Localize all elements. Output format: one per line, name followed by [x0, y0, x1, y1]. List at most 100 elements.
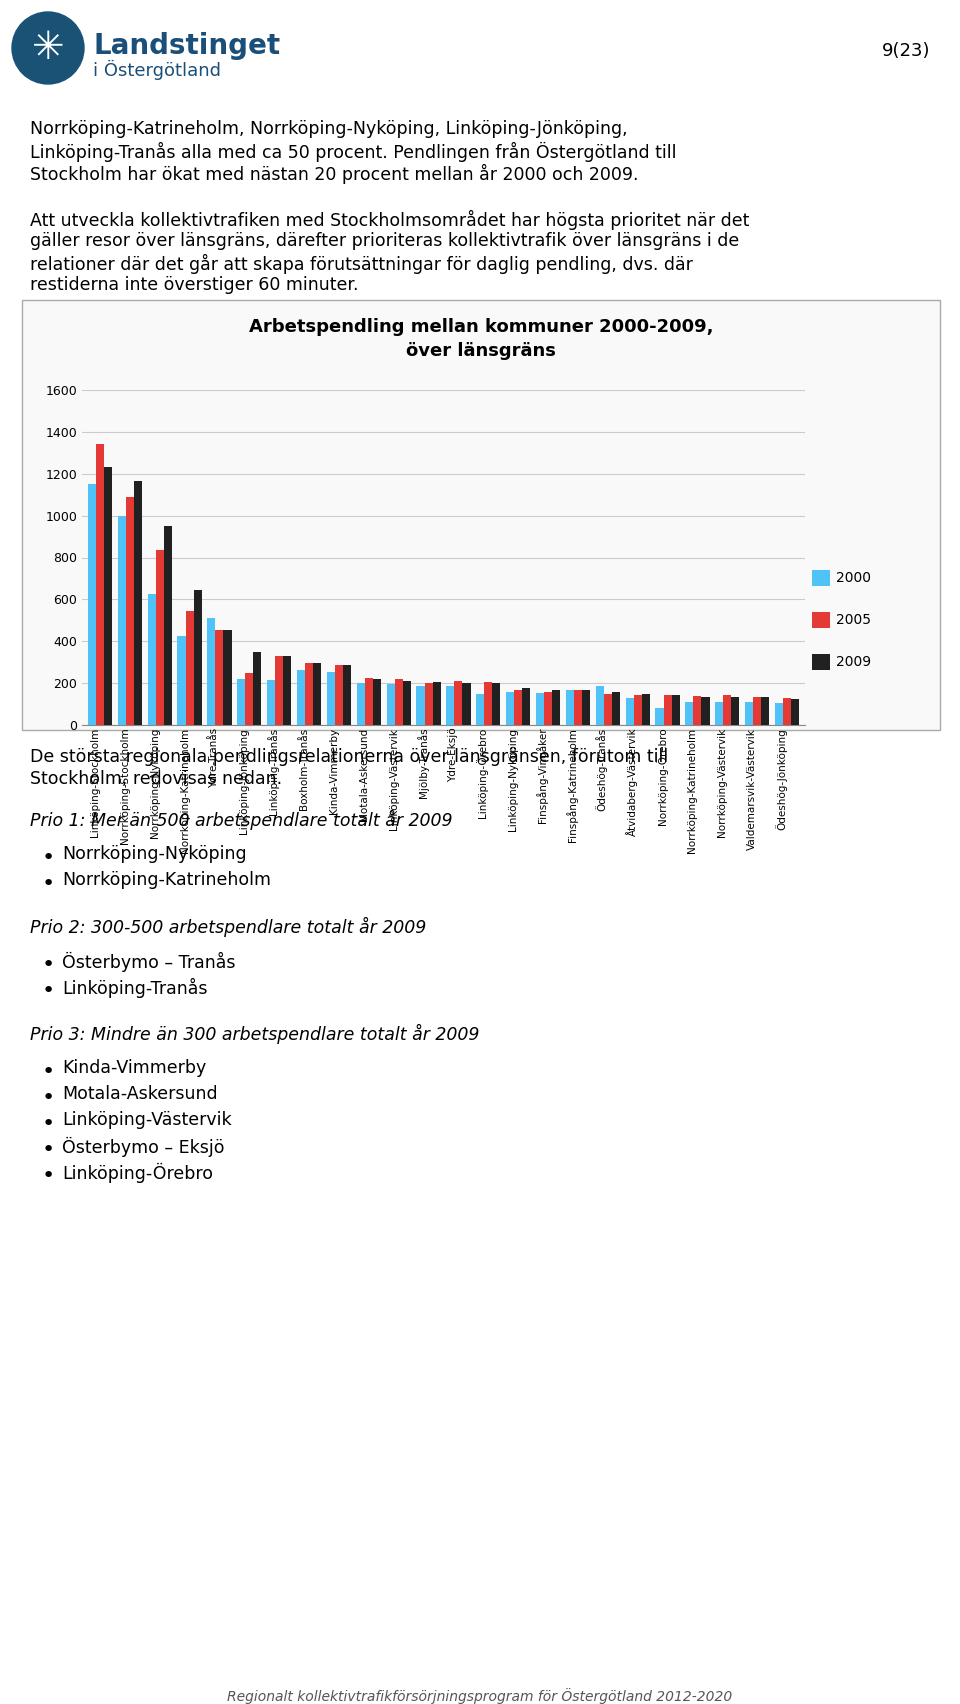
Bar: [335, 665, 343, 724]
Text: Prio 1: Mer än 500 arbetspendlare totalt år 2009: Prio 1: Mer än 500 arbetspendlare totalt…: [30, 809, 452, 830]
Bar: [812, 612, 830, 629]
Bar: [194, 590, 202, 724]
Text: Österbymo – Eksjö: Österbymo – Eksjö: [62, 1137, 225, 1157]
Bar: [156, 550, 164, 724]
Bar: [297, 670, 305, 724]
Text: Norrköping-Nyköping: Norrköping-Nyköping: [62, 845, 247, 862]
Bar: [417, 687, 424, 724]
Bar: [224, 630, 231, 724]
Bar: [402, 682, 411, 724]
Bar: [544, 692, 552, 724]
Bar: [178, 636, 185, 724]
Bar: [492, 683, 500, 724]
Bar: [656, 709, 663, 724]
Text: i Östergötland: i Östergötland: [93, 60, 221, 80]
Bar: [783, 697, 791, 724]
Text: Arbetspendling mellan kommuner 2000-2009,: Arbetspendling mellan kommuner 2000-2009…: [249, 319, 713, 336]
Bar: [424, 683, 433, 724]
Text: ✳: ✳: [32, 29, 64, 66]
Text: restiderna inte överstiger 60 minuter.: restiderna inte överstiger 60 minuter.: [30, 276, 358, 295]
Text: Kinda-Vimmerby: Kinda-Vimmerby: [62, 1058, 206, 1077]
Bar: [237, 678, 245, 724]
Bar: [596, 687, 604, 724]
Text: Landstinget: Landstinget: [93, 32, 280, 60]
Text: relationer där det går att skapa förutsättningar för daglig pendling, dvs. där: relationer där det går att skapa förutsä…: [30, 254, 693, 274]
Bar: [313, 663, 322, 724]
Bar: [22, 300, 940, 729]
Bar: [522, 688, 530, 724]
Bar: [754, 697, 761, 724]
Text: •: •: [42, 1087, 56, 1108]
Bar: [446, 687, 454, 724]
Bar: [215, 630, 224, 724]
Text: Stockholm, redovisas nedan.: Stockholm, redovisas nedan.: [30, 770, 282, 787]
Text: •: •: [42, 1166, 56, 1186]
Text: Norrköping-Katrineholm: Norrköping-Katrineholm: [62, 871, 271, 889]
Bar: [87, 484, 96, 724]
Text: gäller resor över länsgräns, därefter prioriteras kollektivtrafik över länsgräns: gäller resor över länsgräns, därefter pr…: [30, 232, 739, 250]
Bar: [104, 467, 112, 724]
Text: Linköping-Örebro: Linköping-Örebro: [62, 1164, 213, 1183]
Bar: [641, 694, 650, 724]
Text: Prio 3: Mindre än 300 arbetspendlare totalt år 2009: Prio 3: Mindre än 300 arbetspendlare tot…: [30, 1024, 479, 1045]
Bar: [536, 692, 544, 724]
Text: •: •: [42, 1140, 56, 1160]
Bar: [565, 690, 574, 724]
Text: 2009: 2009: [836, 654, 871, 670]
Bar: [372, 678, 381, 724]
Bar: [387, 685, 395, 724]
Bar: [357, 683, 365, 724]
Bar: [185, 612, 194, 724]
Bar: [723, 695, 732, 724]
Bar: [343, 665, 351, 724]
Bar: [582, 690, 590, 724]
Bar: [276, 656, 283, 724]
Bar: [552, 690, 561, 724]
Text: 9(23): 9(23): [881, 43, 930, 60]
Bar: [433, 682, 441, 724]
Bar: [506, 692, 515, 724]
Bar: [612, 692, 620, 724]
Text: •: •: [42, 1114, 56, 1133]
Text: Regionalt kollektivtrafikförsörjningsprogram för Östergötland 2012-2020: Regionalt kollektivtrafikförsörjningspro…: [228, 1689, 732, 1704]
Bar: [663, 695, 672, 724]
Bar: [476, 694, 484, 724]
Bar: [761, 697, 769, 724]
Bar: [395, 678, 402, 724]
Text: •: •: [42, 982, 56, 1000]
Bar: [463, 683, 470, 724]
Bar: [365, 678, 372, 724]
Bar: [775, 704, 783, 724]
Text: 2000: 2000: [836, 571, 871, 584]
Text: Att utveckla kollektivtrafiken med Stockholmsområdet har högsta prioritet när de: Att utveckla kollektivtrafiken med Stock…: [30, 210, 750, 230]
Bar: [812, 654, 830, 670]
Bar: [685, 702, 693, 724]
Text: •: •: [42, 849, 56, 867]
Text: Österbymo – Tranås: Österbymo – Tranås: [62, 953, 235, 971]
Bar: [283, 656, 291, 724]
Bar: [148, 595, 156, 724]
Bar: [207, 619, 215, 724]
Text: Norrköping-Katrineholm, Norrköping-Nyköping, Linköping-Jönköping,: Norrköping-Katrineholm, Norrköping-Nyköp…: [30, 119, 628, 138]
Bar: [164, 527, 172, 724]
Bar: [702, 697, 709, 724]
Bar: [515, 690, 522, 724]
Bar: [574, 690, 582, 724]
Bar: [626, 697, 634, 724]
Text: 2005: 2005: [836, 613, 871, 627]
Bar: [454, 682, 463, 724]
Text: De största regionala pendlingsrelationerna över länsgränsen, förutom till: De största regionala pendlingsrelationer…: [30, 748, 668, 767]
Circle shape: [12, 12, 84, 83]
Text: Motala-Askersund: Motala-Askersund: [62, 1085, 218, 1102]
Text: Linköping-Tranås alla med ca 50 procent. Pendlingen från Östergötland till: Linköping-Tranås alla med ca 50 procent.…: [30, 141, 677, 162]
Bar: [693, 695, 702, 724]
Text: •: •: [42, 1062, 56, 1082]
Bar: [253, 651, 261, 724]
Bar: [745, 702, 754, 724]
Bar: [133, 481, 142, 724]
Bar: [126, 498, 133, 724]
Bar: [634, 695, 641, 724]
Bar: [267, 680, 276, 724]
Bar: [305, 663, 313, 724]
Bar: [96, 445, 104, 724]
